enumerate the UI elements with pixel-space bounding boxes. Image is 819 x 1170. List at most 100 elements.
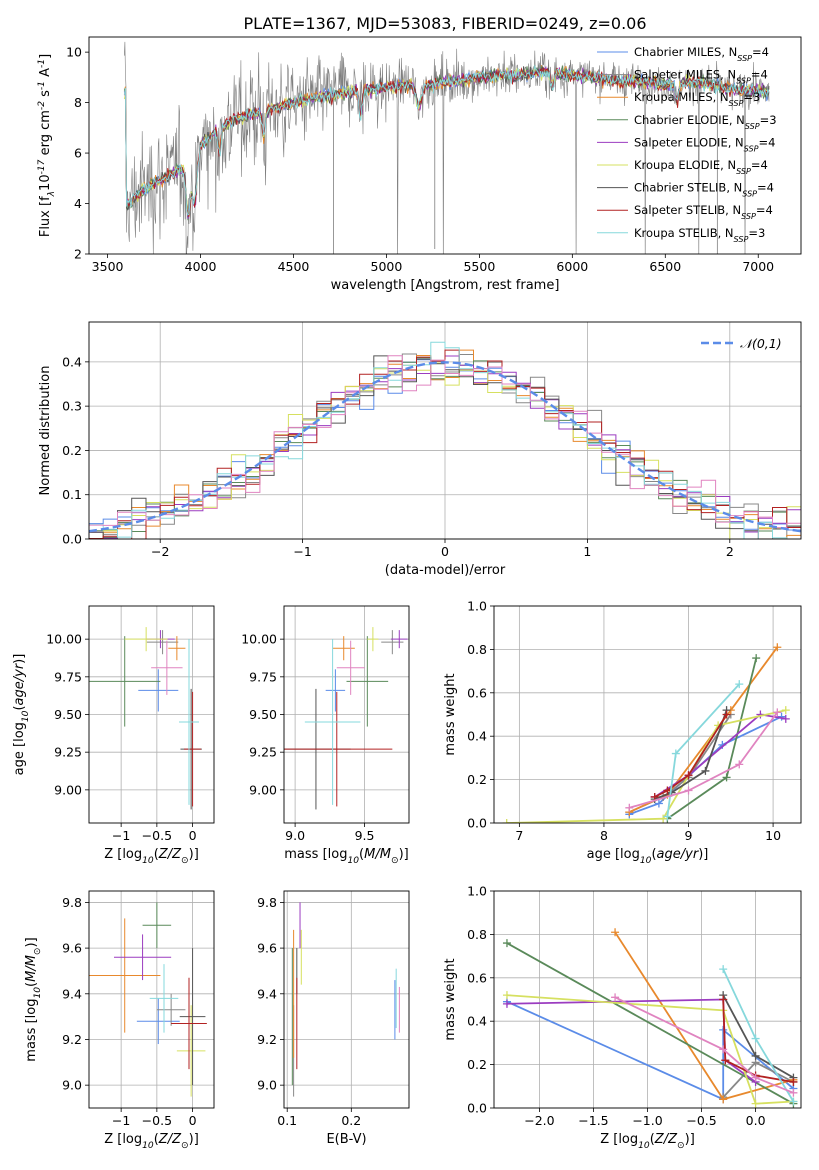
y-tick-label: 0.2 bbox=[467, 1057, 487, 1072]
label-part: ⊙ bbox=[391, 856, 399, 866]
residual-legend: 𝒩(0,1) bbox=[701, 336, 782, 351]
mass-weight-series-8 bbox=[654, 714, 728, 798]
data-point-marker bbox=[611, 928, 620, 937]
x-tick-label: 3500 bbox=[92, 259, 124, 274]
y-tick-label: 0.3 bbox=[62, 399, 82, 414]
label-part: mass [log bbox=[284, 847, 347, 862]
label-part: Kroupa STELIB, N bbox=[634, 226, 734, 240]
figure-title: PLATE=1367, MJD=53083, FIBERID=0249, z=0… bbox=[243, 14, 646, 33]
label-part: A bbox=[38, 68, 53, 81]
label-part: Chabrier ELODIE, N bbox=[634, 113, 745, 127]
mass-weight-series-1 bbox=[506, 1000, 794, 1101]
x-tick-label: 0.0 bbox=[746, 1113, 766, 1128]
mass-weight-series-8 bbox=[722, 999, 794, 1083]
y-tick-label: 9.4 bbox=[62, 986, 82, 1001]
y-tick-label: 0.1 bbox=[62, 487, 82, 502]
mass-weight-series-3 bbox=[614, 931, 794, 1101]
mass-weight-series-7 bbox=[654, 709, 728, 800]
data-point-marker bbox=[684, 786, 693, 795]
label-part: Kroupa MILES, N bbox=[634, 90, 729, 104]
data-point-marker bbox=[773, 708, 782, 717]
x-tick-label: 6500 bbox=[649, 259, 681, 274]
mass-weight-series-4 bbox=[506, 942, 794, 1105]
data-point-marker bbox=[671, 749, 680, 758]
legend-entry: Kroupa MILES, NSSP=3 bbox=[634, 90, 760, 108]
x-tick-label: 4500 bbox=[278, 259, 310, 274]
data-point-marker bbox=[654, 799, 663, 808]
data-point-marker bbox=[502, 819, 511, 823]
axes-frame bbox=[493, 890, 802, 1109]
label-part: 10 bbox=[142, 1141, 154, 1151]
x-tick-label: 4000 bbox=[185, 259, 217, 274]
x-axis-label: wavelength [Angstrom, rest frame] bbox=[331, 278, 560, 293]
y-tick-label: 9.0 bbox=[257, 1078, 277, 1093]
y-tick-label: 6 bbox=[74, 146, 82, 161]
data-point-marker bbox=[659, 814, 668, 823]
label-part: ⊙ bbox=[181, 856, 189, 866]
label-part: 10 bbox=[638, 1141, 650, 1151]
data-point-marker bbox=[502, 939, 511, 948]
label-part: )] bbox=[698, 847, 708, 862]
y-axis-label: mass [log10(M/M⊙)] bbox=[24, 937, 43, 1061]
label-part: ( bbox=[12, 705, 27, 710]
y-tick-label: 9.0 bbox=[62, 1078, 82, 1093]
x-tick-label: 7 bbox=[515, 828, 523, 843]
x-axis-label: (data-model)/error bbox=[385, 563, 506, 578]
label-part: )] bbox=[189, 1132, 199, 1147]
label-part: ⊙ bbox=[33, 947, 43, 955]
plot-area-spectrum bbox=[123, 41, 770, 254]
normal-curve bbox=[89, 361, 801, 533]
y-tick-label: 0.0 bbox=[62, 532, 82, 547]
label-part: )] bbox=[685, 1132, 695, 1147]
label-part: =4 bbox=[751, 68, 768, 82]
label-part: s bbox=[38, 90, 53, 101]
label-part: )] bbox=[12, 654, 27, 664]
label-part: mass weight bbox=[443, 673, 458, 755]
data-point-marker bbox=[789, 1088, 798, 1097]
y-tick-label: 0.4 bbox=[467, 1014, 487, 1029]
mass-weight-series-10 bbox=[629, 711, 779, 809]
y-tick-label: 9.50 bbox=[54, 707, 82, 722]
y-tick-label: 0.0 bbox=[467, 816, 487, 831]
label-part: =4 bbox=[752, 45, 769, 59]
label-part: )] bbox=[24, 937, 39, 947]
x-axis-label: Z [log10(Z/Z⊙)] bbox=[600, 1132, 695, 1151]
panel-massweight_vs_Z: −2.0 −1.5 −1.0 −0.5 0.0 0.0 0.2 0.4 0.6 0.8 1.0 Z [… bbox=[443, 884, 802, 1151]
model-spectrum-7 bbox=[123, 66, 770, 217]
x-tick-label: 0.2 bbox=[341, 1113, 361, 1128]
plot-area-age_vs_mass bbox=[284, 627, 408, 810]
data-point-marker bbox=[502, 991, 511, 1000]
x-tick-label: 0 bbox=[441, 544, 449, 559]
label-part: SSP bbox=[744, 144, 759, 153]
label-part: SSP bbox=[736, 76, 751, 85]
label-part: 10 bbox=[38, 174, 53, 191]
label-part: 10 bbox=[640, 856, 652, 866]
label-part: )] bbox=[189, 847, 199, 862]
label-part: Z [log bbox=[104, 1132, 142, 1147]
label-part: ( bbox=[24, 982, 39, 987]
x-axis-label: Z [log10(Z/Z⊙)] bbox=[104, 1132, 199, 1151]
x-tick-label: 7000 bbox=[742, 259, 774, 274]
x-tick-label: −0.5 bbox=[686, 1113, 716, 1128]
y-tick-label: 9.00 bbox=[249, 782, 277, 797]
mass-weight-series-6 bbox=[506, 994, 794, 1105]
label-part: =4 bbox=[751, 158, 768, 172]
label-part: SSP bbox=[741, 212, 756, 221]
model-spectrum-9 bbox=[123, 64, 770, 216]
y-tick-label: 10.00 bbox=[241, 632, 277, 647]
y-tick-label: 4 bbox=[74, 196, 82, 211]
x-tick-label: 2 bbox=[726, 544, 734, 559]
label-part: =4 bbox=[756, 203, 773, 217]
label-part: =3 bbox=[748, 226, 765, 240]
label-part: =3 bbox=[743, 90, 760, 104]
panel-residuals: −2 −1 0 1 2 0.0 0.1 0.2 0.3 0.4 (data-model)/error… bbox=[38, 321, 802, 578]
x-tick-label: −1 bbox=[112, 1113, 130, 1128]
x-tick-label: 9 bbox=[685, 828, 693, 843]
legend-entry: Kroupa ELODIE, NSSP=4 bbox=[634, 158, 768, 176]
x-axis-label: age [log10(age/yr)] bbox=[587, 847, 709, 866]
y-axis-label: Normed distribution bbox=[38, 366, 53, 496]
label-part: Chabrier STELIB, N bbox=[634, 181, 742, 195]
data-point-marker bbox=[719, 995, 728, 1004]
axes-frame bbox=[88, 36, 802, 255]
